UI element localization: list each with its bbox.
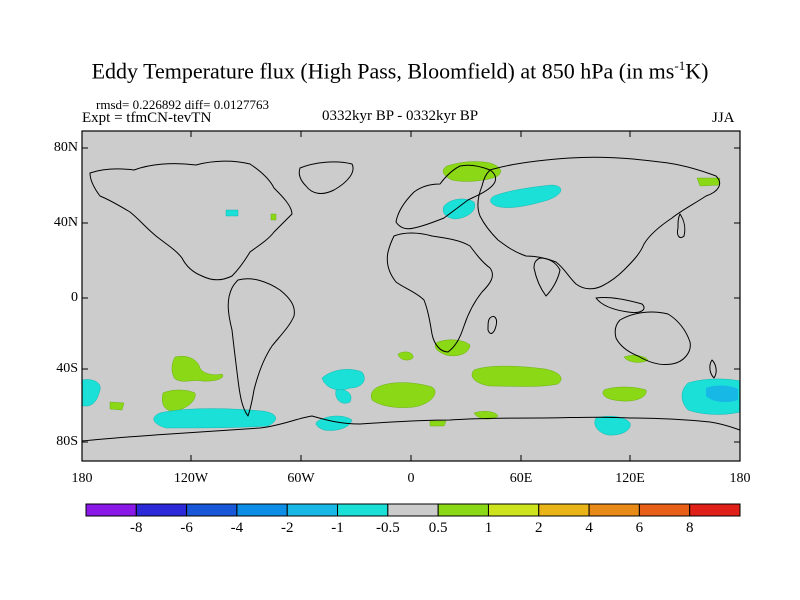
colorbar xyxy=(85,503,741,517)
colorbar-label: 1 xyxy=(484,520,493,536)
colorbar-swatch xyxy=(286,503,339,517)
coast-asia xyxy=(477,156,721,290)
positive-patch xyxy=(171,356,224,382)
coast-greenland xyxy=(298,161,354,194)
colorbar-label: 8 xyxy=(685,520,694,536)
colorbar-label: -8 xyxy=(130,520,143,536)
colorbar-swatch xyxy=(689,503,741,517)
lon-label: 120W xyxy=(173,471,209,486)
plot-title: Eddy Temperature flux (High Pass, Bloomf… xyxy=(91,58,709,84)
coast-madagascar xyxy=(487,315,497,334)
colorbar-label: 2 xyxy=(535,520,543,536)
positive-patch xyxy=(270,213,277,221)
axis-ticks xyxy=(81,131,741,461)
positive-patch xyxy=(397,351,414,361)
colorbar-swatch xyxy=(337,503,389,517)
coast-south-america xyxy=(227,278,295,417)
lon-label: 60E xyxy=(509,471,533,486)
negative-patch xyxy=(442,198,476,220)
negative-patch xyxy=(490,184,562,208)
negative-patch xyxy=(335,389,352,404)
positive-patch xyxy=(370,382,436,408)
lon-label: 180 xyxy=(729,471,751,486)
colorbar-label: -0.5 xyxy=(375,520,400,536)
lat-label: 40S xyxy=(56,361,78,376)
colorbar-swatch xyxy=(85,503,137,517)
lat-label: 0 xyxy=(71,290,78,305)
lon-label: 60W xyxy=(287,471,315,486)
colorbar-swatch xyxy=(236,503,288,517)
coast-australia xyxy=(614,311,691,365)
positive-patch xyxy=(471,365,562,387)
positive-patch xyxy=(623,355,649,363)
colorbar-swatch xyxy=(186,503,238,517)
negative-patch xyxy=(153,408,276,429)
colorbar-label: -2 xyxy=(280,520,294,536)
colorbar-swatch xyxy=(538,503,590,517)
negative-patch xyxy=(594,415,631,436)
positive-patch xyxy=(429,420,447,427)
colorbar-label: 0.5 xyxy=(428,520,448,536)
coastlines xyxy=(81,156,741,442)
coast-africa xyxy=(386,232,493,353)
coast-india xyxy=(533,257,561,297)
colorbar-label: -6 xyxy=(180,520,193,536)
coast-europe xyxy=(395,164,497,230)
colorbar-swatch xyxy=(638,503,691,517)
coast-japan xyxy=(677,213,686,239)
colorbar-swatch xyxy=(135,503,188,517)
positive-patch xyxy=(696,177,721,187)
season-label: JJA xyxy=(712,110,735,126)
colorbar-swatch xyxy=(588,503,640,517)
colorbar-swatch xyxy=(487,503,540,517)
colorbar-label: 6 xyxy=(635,520,644,536)
strong-negative-regions xyxy=(706,385,738,403)
coast-north-america xyxy=(89,160,293,281)
lon-label: 0 xyxy=(407,471,415,486)
positive-patch xyxy=(109,401,125,411)
lon-label: 180 xyxy=(71,471,93,486)
negative-patch xyxy=(81,379,101,407)
lat-label: 80N xyxy=(53,140,78,155)
stats-line: rmsd= 0.226892 diff= 0.0127763 xyxy=(96,97,269,112)
period-label: 0332kyr BP - 0332kyr BP xyxy=(322,108,479,124)
colorbar-swatch xyxy=(387,503,439,517)
colorbar-label: 4 xyxy=(585,520,593,536)
lat-label: 40N xyxy=(53,215,78,230)
coast-indonesia xyxy=(595,297,645,313)
lon-label: 120E xyxy=(615,471,645,486)
colorbar-label: -4 xyxy=(230,520,244,536)
experiment-label: Expt = tfmCN-tevTN xyxy=(82,110,212,126)
colorbar-label: -1 xyxy=(331,520,344,536)
positive-patch xyxy=(442,161,501,182)
positive-patch xyxy=(162,389,196,412)
colorbar-swatch xyxy=(437,503,489,517)
lat-label: 80S xyxy=(56,434,78,449)
positive-patch xyxy=(473,411,499,420)
negative-patch xyxy=(321,369,365,391)
coast-new-zealand xyxy=(709,359,717,379)
positive-patch xyxy=(602,386,647,402)
strong-negative-patch xyxy=(706,385,738,403)
negative-patch xyxy=(225,209,239,217)
coast-antarctica xyxy=(81,415,741,442)
